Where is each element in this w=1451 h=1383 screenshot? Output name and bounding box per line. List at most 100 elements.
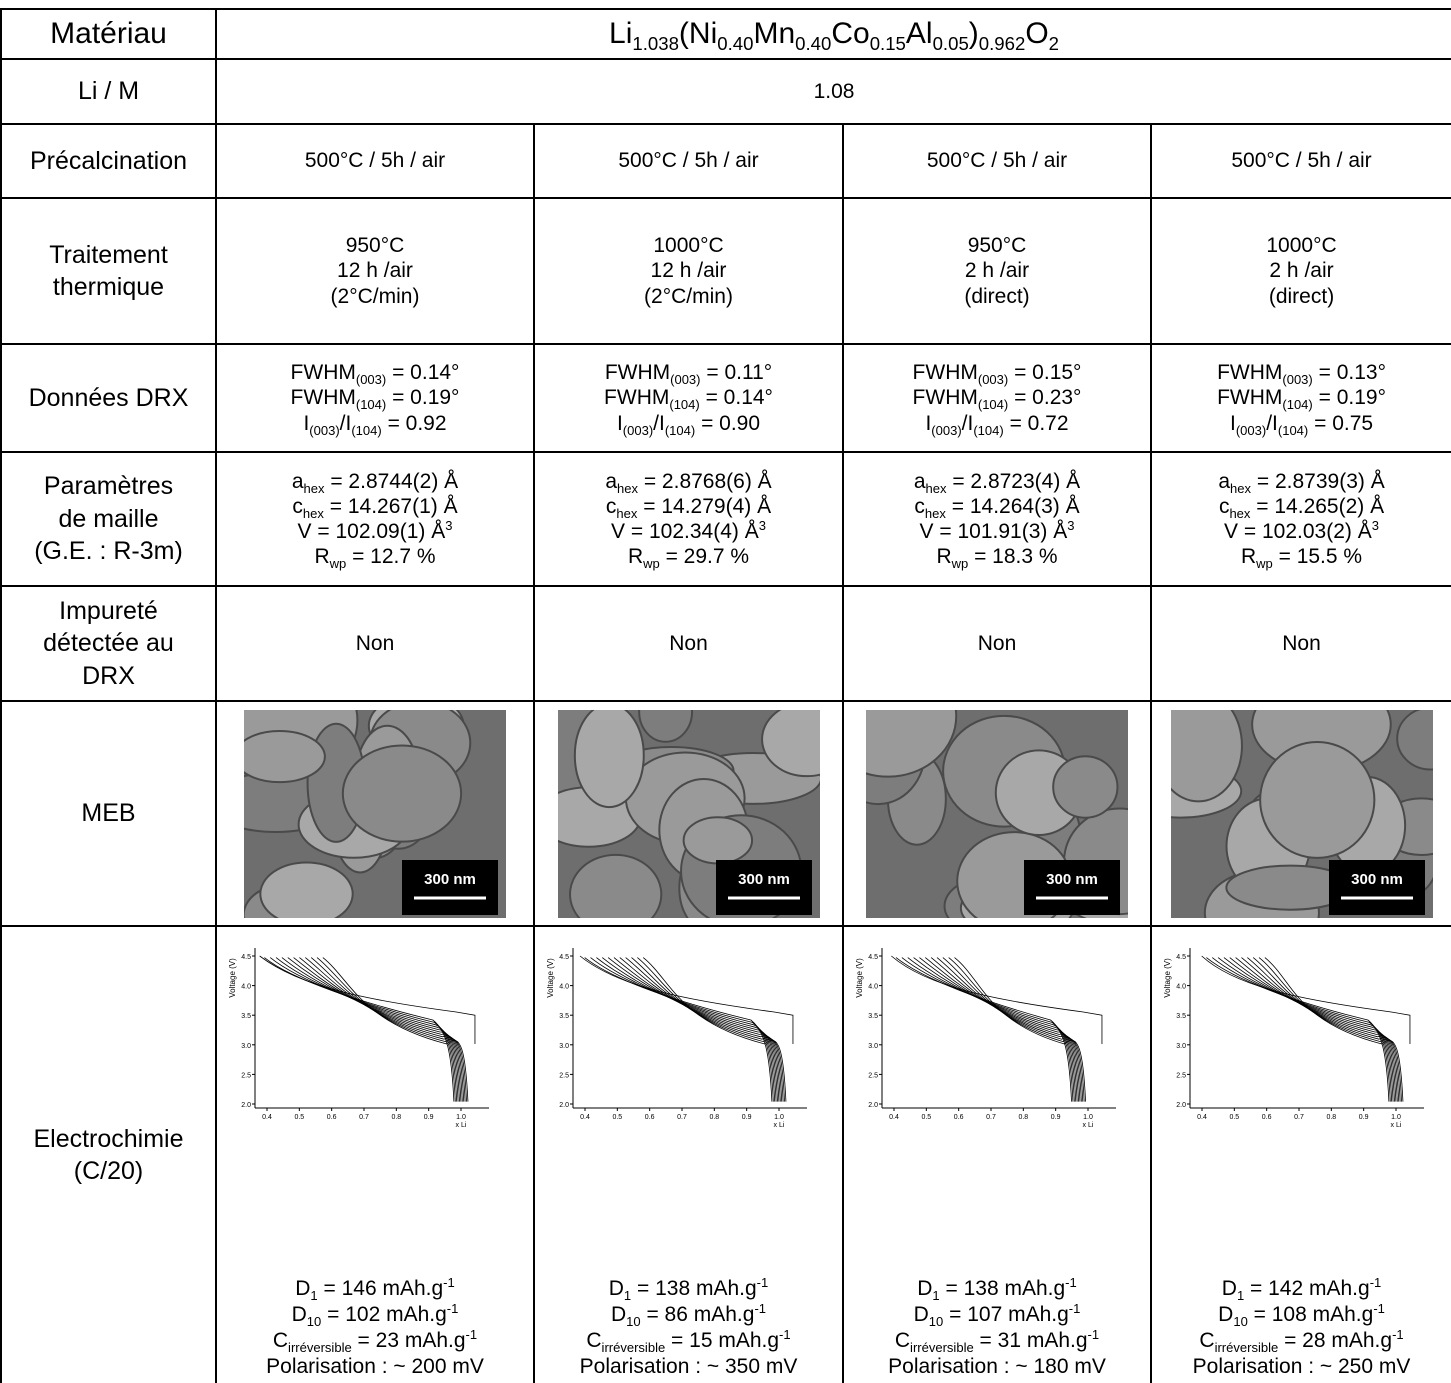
- text: 1000°C: [1266, 234, 1337, 258]
- text: V = 102.34(4) Å: [611, 520, 759, 543]
- voltage-curve: [1229, 956, 1395, 1102]
- text-line: DRX: [3, 660, 214, 693]
- y-axis-title: Voltage (V): [546, 957, 555, 997]
- x-tick-label: 0.6: [954, 1114, 964, 1121]
- table-row: Electrochimie (C/20) Voltage (V) 4.5 4.0 3.5 3…: [0, 925, 1451, 1383]
- text: = 12.7 %: [346, 545, 436, 569]
- text-line: V = 101.91(3) Å3: [845, 519, 1149, 544]
- text-line: Cirréversible = 31 mAh.g-1: [845, 1328, 1149, 1354]
- text-line: 500°C / 5h / air: [845, 148, 1149, 173]
- text-line: D10 = 108 mAh.g-1: [1153, 1302, 1450, 1328]
- row-label: MEB: [0, 700, 217, 927]
- text: 950°C: [345, 234, 405, 258]
- text: = 0.15°: [1008, 361, 1082, 385]
- subscript: wp: [643, 556, 660, 572]
- voltage-curve: [936, 956, 1082, 1102]
- voltage-curve: [613, 956, 780, 1102]
- text-line: chex = 14.265(2) Å: [1153, 494, 1450, 520]
- electro-cell: Voltage (V) 4.5 4.0 3.5 3.0 2.5 2.0 0.4 0.5 0.6 0.…: [842, 925, 1152, 1383]
- subscript: hex: [303, 480, 325, 496]
- value-cell: Non: [533, 585, 844, 702]
- value-cell: FWHM(003) = 0.13° FWHM(104) = 0.19° I(003)…: [1149, 343, 1451, 453]
- value-cell: 500°C / 5h / air: [842, 123, 1152, 199]
- y-tick-label: 3.5: [241, 1013, 251, 1020]
- x-tick-label: 0.9: [424, 1114, 434, 1121]
- text: 500°C / 5h / air: [926, 149, 1068, 173]
- text-line: D1 = 146 mAh.g-1: [218, 1275, 532, 1302]
- text: R: [314, 545, 330, 569]
- text: Traitement: [49, 240, 168, 269]
- text-line: 12 h /air: [218, 258, 532, 283]
- y-tick-label: 4.0: [559, 983, 569, 990]
- x-tick-label: 0.9: [1051, 1114, 1061, 1121]
- voltage-curve: [305, 956, 465, 1102]
- sem-grain: [1395, 709, 1433, 770]
- text: = 0.14°: [699, 386, 773, 410]
- text-line: Polarisation : ~ 250 mV: [1153, 1354, 1450, 1380]
- y-tick-label: 4.0: [868, 983, 878, 990]
- text: = 18.3 %: [968, 545, 1058, 569]
- text-line: D1 = 138 mAh.g-1: [536, 1275, 841, 1302]
- text-line: D1 = 142 mAh.g-1: [1153, 1275, 1450, 1303]
- subscript: (104): [1277, 422, 1309, 438]
- y-tick-label: 3.0: [241, 1042, 251, 1049]
- text: Polarisation : ~ 350 mV: [579, 1355, 798, 1379]
- voltage-curve: [602, 956, 777, 1102]
- text-line: Polarisation : ~ 180 mV: [845, 1354, 1149, 1380]
- voltage-curve: [281, 956, 459, 1102]
- text-line: Rwp = 15.5 %: [1153, 544, 1450, 572]
- text-line: Paramètres: [3, 470, 214, 503]
- text-line: Non: [536, 631, 841, 656]
- scale-bar-box: [715, 859, 812, 915]
- voltage-curve: [1206, 956, 1390, 1102]
- voltage-curve: [607, 956, 778, 1102]
- row-label: Paramètres de maille (G.E. : R-3m): [0, 451, 217, 587]
- subscript: 1: [1236, 1287, 1245, 1303]
- text: Matériau: [50, 17, 167, 50]
- text: = 0.23°: [1008, 386, 1082, 410]
- x-tick-label: 0.8: [1018, 1114, 1028, 1121]
- subscript: (003): [355, 372, 387, 388]
- y-tick-label: 4.5: [1176, 954, 1186, 961]
- text: Li / M: [77, 77, 140, 106]
- text-line: I(003)/I(104) = 0.72: [845, 411, 1149, 437]
- text: 500°C / 5h / air: [304, 149, 446, 173]
- table-row: Données DRX FWHM(003) = 0.14° FWHM(104) = …: [0, 343, 1451, 453]
- text: = 0.72: [1003, 411, 1069, 435]
- voltage-curve: [299, 956, 463, 1102]
- x-tick-label: 0.6: [645, 1114, 655, 1121]
- sem-image: 300 nm: [557, 709, 820, 918]
- text-line: MEB: [3, 797, 214, 830]
- row-label: Impureté détectée au DRX: [0, 585, 217, 702]
- text-line: ahex = 2.8739(3) Å: [1153, 469, 1450, 495]
- table-row: MEB 300 nm 300 nm 300 nm 300 nm: [0, 700, 1451, 927]
- sem-grain: [682, 815, 753, 864]
- text: V = 101.91(3) Å: [919, 520, 1068, 543]
- subscript: 2: [1048, 33, 1060, 54]
- subscript: (104): [1282, 397, 1313, 413]
- text-line: Rwp = 18.3 %: [845, 544, 1149, 570]
- text: = 31 mAh.g: [973, 1329, 1088, 1352]
- subscript: wp: [1256, 556, 1273, 572]
- text: Non: [977, 631, 1017, 655]
- row-label: Li / M: [0, 58, 217, 125]
- text-line: Cirréversible = 15 mAh.g-1: [536, 1328, 841, 1354]
- subscript: 0.40: [795, 33, 832, 54]
- text: I: [616, 411, 623, 435]
- text: D: [608, 1276, 624, 1300]
- voltage-curve: [1211, 956, 1391, 1102]
- text-line: Données DRX: [3, 382, 214, 415]
- y-tick-label: 3.0: [559, 1042, 569, 1049]
- voltage-curve: [1217, 956, 1393, 1102]
- voltage-curve: [637, 956, 785, 1102]
- text-line: (2°C/min): [536, 284, 841, 309]
- voltage-curve: [287, 956, 460, 1102]
- value-cell: 1000°C 12 h /air (2°C/min): [533, 197, 844, 345]
- text-line: Polarisation : ~ 200 mV: [218, 1354, 532, 1380]
- text: 500°C / 5h / air: [618, 149, 759, 173]
- text: c: [1218, 494, 1230, 518]
- y-tick-label: 2.5: [868, 1072, 878, 1079]
- voltage-curve: [1223, 956, 1394, 1102]
- text: R: [1240, 545, 1257, 569]
- subscript: hex: [617, 480, 638, 496]
